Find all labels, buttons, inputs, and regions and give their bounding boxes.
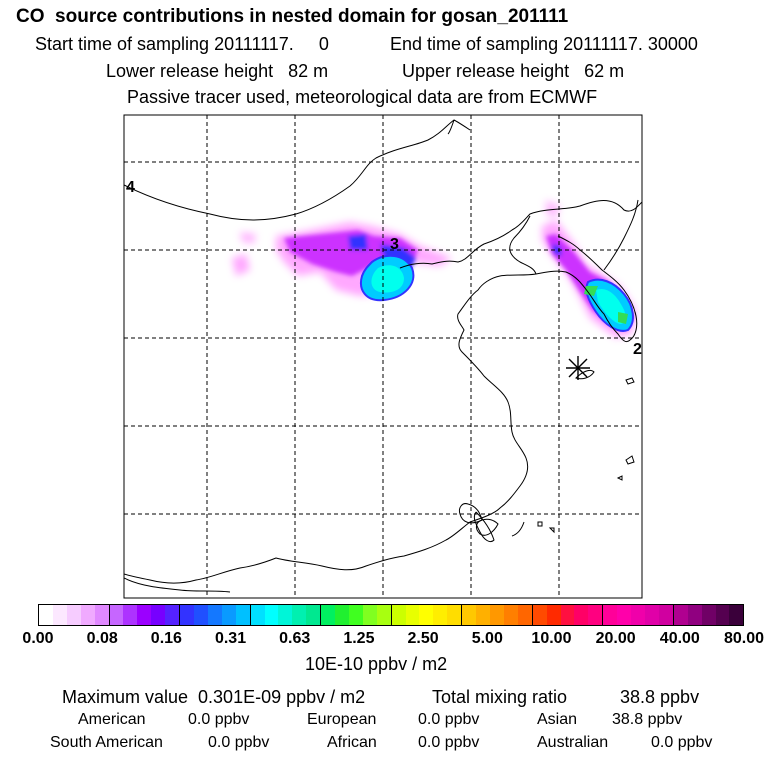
region-name: Asian [537, 711, 578, 728]
colorbar-tick-label: 2.50 [407, 630, 439, 647]
colorbar-tick-label: 0.63 [279, 630, 311, 647]
upper-release-height-label: Upper release height 62 m [402, 61, 625, 81]
colorbar-swatch [235, 605, 251, 625]
colorbar-swatch [603, 605, 618, 625]
region-name: European [307, 711, 377, 728]
region-value: 0.0 ppbv [418, 711, 480, 728]
colorbar-swatch [264, 605, 279, 625]
end-time-label: End time of sampling 20111117. 30000 [390, 34, 698, 54]
colorbar-swatch [687, 605, 702, 625]
colorbar-tick-label: 0.00 [22, 630, 54, 647]
maximum-value-label: Maximum value 0.301E-09 ppbv / m2 [62, 687, 366, 707]
colorbar-swatch [476, 605, 490, 625]
colorbar-swatch [207, 605, 222, 625]
colorbar-tick-label: 0.08 [86, 630, 118, 647]
colorbar-swatch [490, 605, 504, 625]
colorbar-swatch [588, 605, 604, 625]
colorbar-units: 10E-10 ppbv / m2 [305, 654, 448, 674]
colorbar-tick-label: 0.31 [214, 630, 247, 647]
colorbar-swatch [39, 605, 53, 625]
colorbar-swatch [419, 605, 434, 625]
lower-release-height-label: Lower release height 82 m [106, 61, 329, 81]
map-frame [123, 114, 643, 599]
colorbar-swatch [503, 605, 518, 625]
colorbar-tick-label: 80.00 [723, 630, 765, 647]
region-value: 0.0 ppbv [418, 734, 480, 751]
region-value: 0.0 ppbv [208, 734, 270, 751]
colorbar-swatch [532, 605, 547, 625]
colorbar-swatch [80, 605, 95, 625]
colorbar-tick-label: 10.00 [531, 630, 572, 647]
region-name: African [327, 734, 377, 751]
colorbar-swatch [405, 605, 420, 625]
colorbar-swatch [362, 605, 377, 625]
colorbar-swatch [560, 605, 575, 625]
colorbar-tick-label: 40.00 [659, 630, 700, 647]
colorbar-swatch [165, 605, 181, 625]
grid-label-top: 3 [390, 236, 399, 253]
colorbar-tick-label: 0.16 [150, 630, 182, 647]
colorbar-swatch [546, 605, 561, 625]
colorbar-swatch [306, 605, 322, 625]
colorbar-swatch [715, 605, 730, 625]
colorbar-swatch [66, 605, 81, 625]
coastlines [124, 119, 642, 593]
colorbar-swatch [447, 605, 463, 625]
colorbar-swatch [321, 605, 336, 625]
colorbar-swatch [109, 605, 124, 625]
colorbar-swatch [348, 605, 363, 625]
colorbar-swatch [193, 605, 208, 625]
tracer-note: Passive tracer used, meteorological data… [127, 87, 598, 107]
lat-lon-grid [124, 115, 642, 598]
colorbar-swatch [644, 605, 659, 625]
region-name: South American [50, 734, 163, 751]
colorbar-tick-label: 5.00 [471, 630, 503, 647]
colorbar-swatch [250, 605, 265, 625]
colorbar-swatch [574, 605, 589, 625]
colorbar-tick-label: 1.25 [343, 630, 375, 647]
colorbar-swatch [658, 605, 674, 625]
start-time-label: Start time of sampling 20111117. 0 [35, 34, 329, 54]
colorbar-tick-label: 20.00 [595, 630, 636, 647]
region-value: 0.0 ppbv [651, 734, 713, 751]
colorbar-swatch [137, 605, 152, 625]
region-name: Australian [537, 734, 609, 751]
grid-label-right: 2 [633, 341, 642, 358]
colorbar-swatch [517, 605, 533, 625]
colorbar-swatch [52, 605, 67, 625]
colorbar-swatch [278, 605, 293, 625]
receptor-asterisk-icon [566, 356, 590, 380]
colorbar-swatch [151, 605, 166, 625]
colorbar [38, 604, 744, 626]
total-mixing-ratio-label: Total mixing ratio [432, 687, 568, 707]
colorbar-swatch [391, 605, 406, 625]
grid-label-left: 4 [126, 179, 135, 196]
colorbar-swatch [433, 605, 448, 625]
colorbar-swatch [673, 605, 688, 625]
colorbar-swatch [701, 605, 716, 625]
colorbar-swatch [376, 605, 392, 625]
concentration-plume [232, 200, 636, 338]
colorbar-swatch [180, 605, 194, 625]
colorbar-swatch [617, 605, 632, 625]
region-value: 0.0 ppbv [188, 711, 250, 728]
total-mixing-ratio-value: 38.8 ppbv [620, 687, 700, 707]
colorbar-swatch [94, 605, 110, 625]
colorbar-swatch [729, 605, 744, 625]
colorbar-swatch [335, 605, 349, 625]
colorbar-swatch [462, 605, 477, 625]
plot-title: CO source contributions in nested domain… [16, 6, 569, 27]
region-name: American [78, 711, 146, 728]
colorbar-swatch [292, 605, 307, 625]
region-value: 38.8 ppbv [612, 711, 683, 728]
colorbar-swatch [221, 605, 236, 625]
colorbar-swatch [123, 605, 138, 625]
colorbar-swatch [631, 605, 645, 625]
